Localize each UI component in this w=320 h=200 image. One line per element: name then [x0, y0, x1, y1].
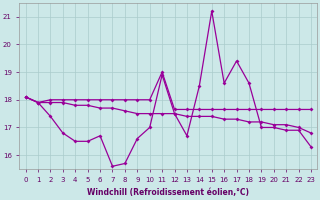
X-axis label: Windchill (Refroidissement éolien,°C): Windchill (Refroidissement éolien,°C) [87, 188, 249, 197]
